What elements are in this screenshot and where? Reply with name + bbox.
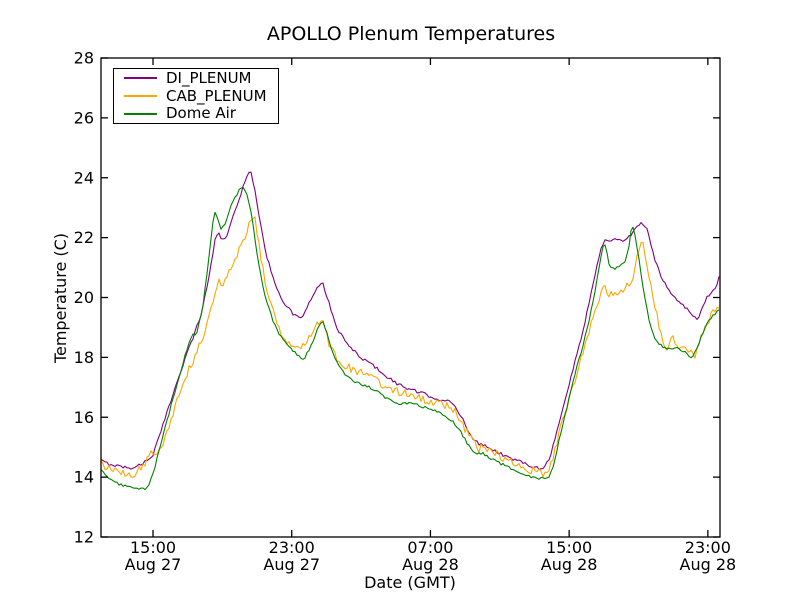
legend-item-di-plenum: DI_PLENUM (114, 68, 278, 87)
x-tick-label-time: 15:00 (130, 538, 176, 557)
y-tick-label: 20 (74, 288, 94, 307)
legend-item-cab-plenum: CAB_PLENUM (114, 86, 278, 105)
y-axis-label: Temperature (C) (51, 233, 70, 364)
legend-item-dome-air: Dome Air (114, 105, 278, 122)
x-tick-label-date: Aug 27 (125, 555, 182, 574)
x-axis-label: Date (GMT) (364, 573, 456, 592)
y-tick-label: 22 (74, 228, 94, 247)
y-tick-label: 16 (74, 408, 94, 427)
y-tick-label: 12 (74, 528, 94, 547)
x-tick-label-date: Aug 28 (402, 555, 459, 574)
x-tick-label-date: Aug 28 (680, 555, 737, 574)
series-layer (101, 171, 720, 491)
x-tick-label-time: 07:00 (407, 538, 453, 557)
y-tick-label: 26 (74, 108, 94, 127)
x-tick-label-date: Aug 27 (263, 555, 320, 574)
y-tick-label: 28 (74, 49, 94, 68)
legend-label-dome-air: Dome Air (166, 104, 236, 123)
legend-line-cab-plenum-icon (124, 95, 157, 97)
y-tick-label: 14 (74, 468, 94, 487)
plot-border (100, 57, 721, 538)
legend-label-di-plenum: DI_PLENUM (166, 68, 252, 87)
series-line-dome-air (101, 186, 720, 491)
legend-line-di-plenum-icon (124, 77, 157, 80)
y-tick-label: 18 (74, 348, 94, 367)
series-line-di-plenum (101, 171, 720, 470)
x-tick-label-date: Aug 28 (541, 555, 598, 574)
series-line-cab-plenum (101, 216, 719, 478)
chart-title: APOLLO Plenum Temperatures (267, 23, 555, 45)
x-tick-label-time: 23:00 (685, 538, 731, 557)
legend-line-dome-air-icon (124, 112, 157, 115)
x-tick-label-time: 15:00 (546, 538, 592, 557)
x-tick-label-time: 23:00 (269, 538, 315, 557)
legend: DI_PLENUM CAB_PLENUM Dome Air (113, 68, 279, 124)
legend-label-cab-plenum: CAB_PLENUM (166, 86, 267, 105)
y-tick-label: 24 (74, 168, 94, 187)
